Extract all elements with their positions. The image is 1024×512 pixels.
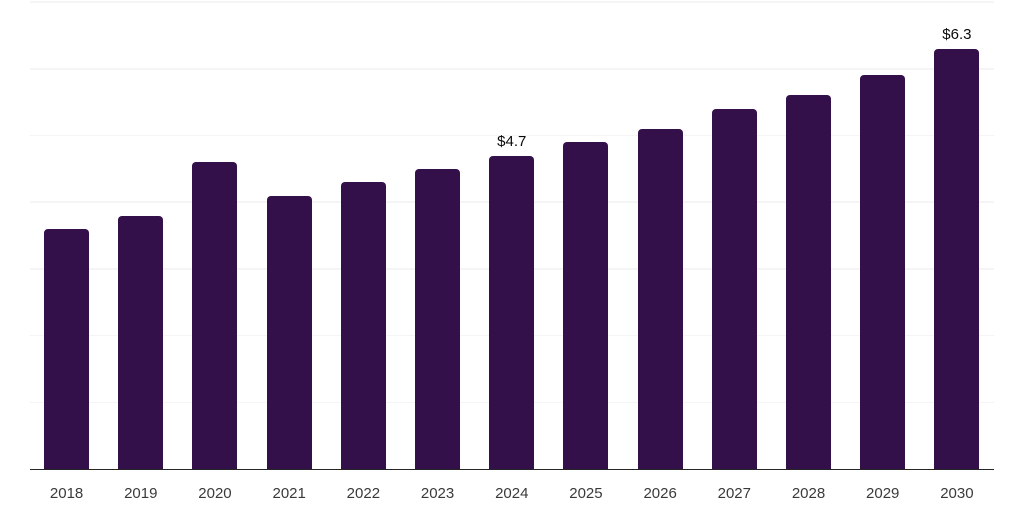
bar-2026 <box>637 128 683 469</box>
x-tick-label-2022: 2022 <box>346 485 381 502</box>
bar-2020 <box>192 162 238 469</box>
x-tick-label-2030: 2030 <box>940 485 974 502</box>
bar-2019 <box>118 215 164 469</box>
x-tick-label-2024: 2024 <box>495 485 529 502</box>
x-tick-label-2029: 2029 <box>866 485 900 502</box>
bar-2029 <box>860 75 906 469</box>
bar-2028 <box>786 95 832 469</box>
gridline-5 <box>29 134 994 137</box>
gridline-7 <box>29 1 994 3</box>
x-tick-label-2018: 2018 <box>49 485 84 502</box>
bar-2027 <box>711 108 757 469</box>
bar-2023 <box>415 168 461 469</box>
bar-2018 <box>44 228 90 469</box>
x-tick-label-2023: 2023 <box>420 485 455 502</box>
x-tick-label-2019: 2019 <box>124 485 158 502</box>
x-tick-label-2021: 2021 <box>272 485 306 502</box>
bar-2030 <box>934 48 980 469</box>
value-label-2030: $6.3 <box>942 25 972 43</box>
bar-2022 <box>340 182 386 469</box>
x-tick-label-2028: 2028 <box>791 485 826 502</box>
x-tick-label-2020: 2020 <box>198 485 232 502</box>
bar-2021 <box>266 195 312 469</box>
value-label-2024: $4.7 <box>497 132 527 150</box>
bar-2025 <box>563 142 609 469</box>
x-axis-line <box>29 468 994 471</box>
gridline-6 <box>29 68 994 70</box>
x-tick-label-2027: 2027 <box>717 485 751 502</box>
bar-2024 <box>489 155 535 469</box>
x-tick-label-2026: 2026 <box>643 485 677 502</box>
x-tick-label-2025: 2025 <box>569 485 603 502</box>
